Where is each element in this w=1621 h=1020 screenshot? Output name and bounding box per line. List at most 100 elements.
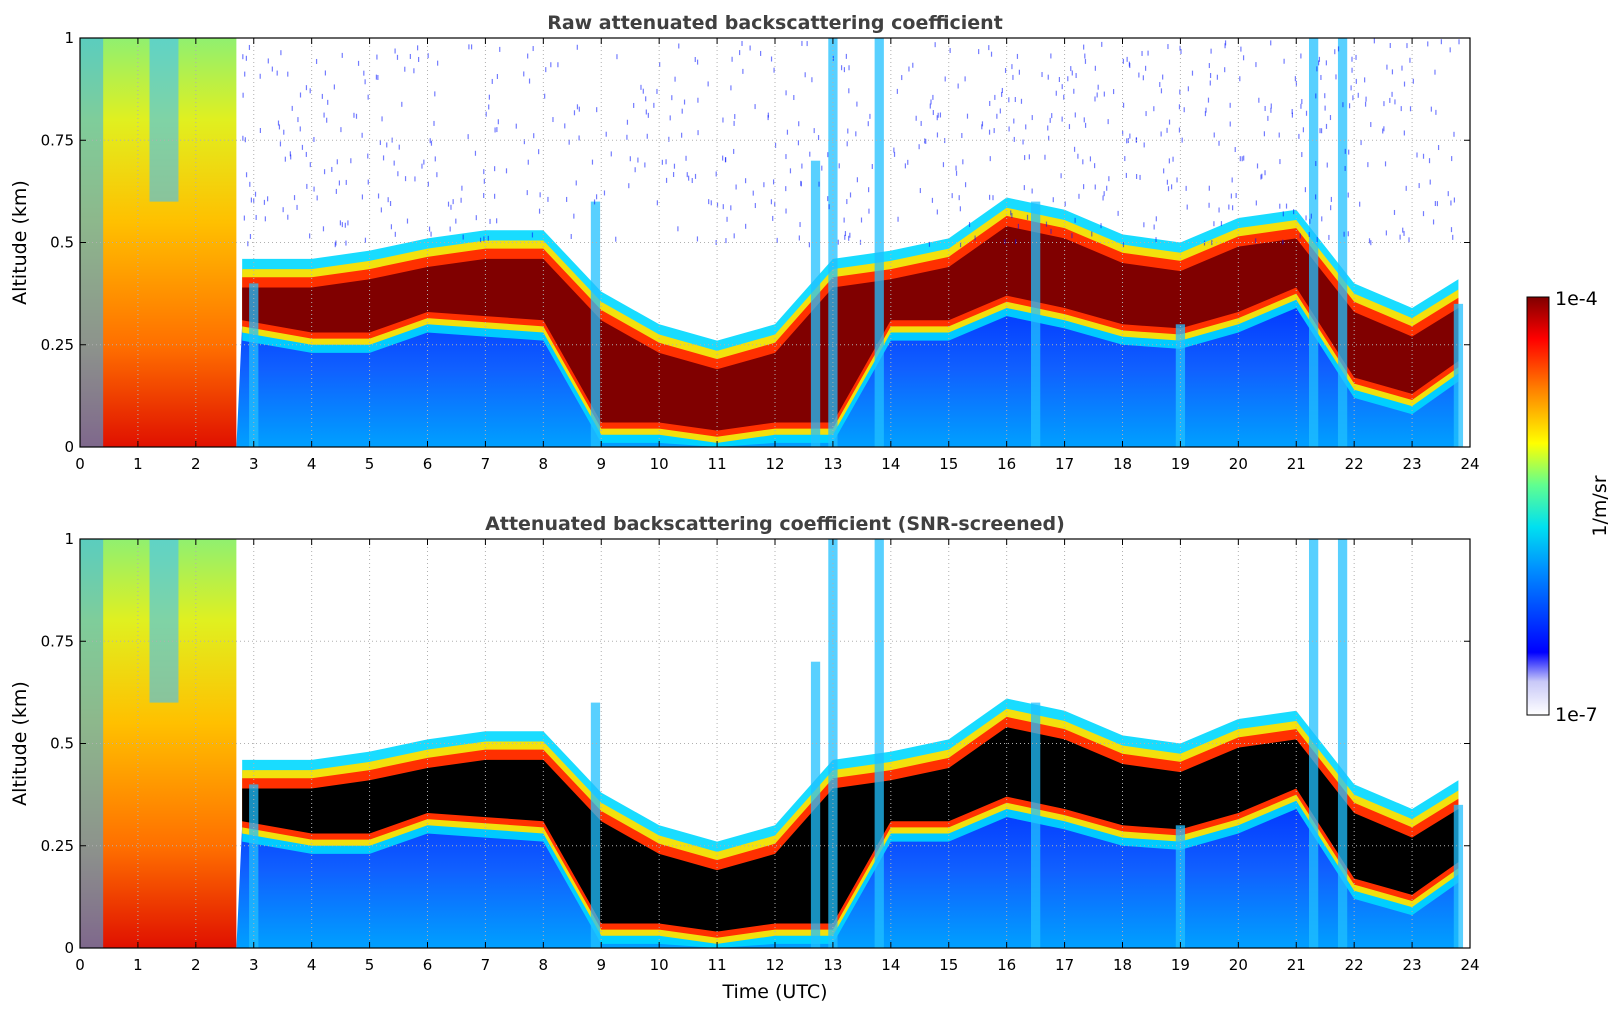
heatmap-noise: [1216, 74, 1218, 80]
heatmap-noise: [1018, 69, 1020, 75]
x-tick-label: 9: [596, 956, 606, 974]
heatmap-noise: [989, 100, 991, 106]
heatmap-noise: [628, 183, 630, 189]
heatmap-noise: [1242, 55, 1245, 61]
heatmap-noise: [1449, 47, 1451, 53]
heatmap-noise: [1430, 106, 1432, 112]
heatmap-noise: [837, 239, 839, 245]
heatmap-noise: [767, 115, 769, 121]
x-tick-label: 24: [1460, 455, 1479, 473]
heatmap-noise: [1385, 230, 1387, 236]
heatmap-column: [810, 661, 821, 948]
heatmap-noise: [430, 140, 433, 146]
heatmap-noise: [1373, 38, 1375, 44]
heatmap-noise: [1295, 80, 1297, 86]
x-tick-label: 21: [1287, 455, 1306, 473]
heatmap-column: [1453, 804, 1464, 948]
heatmap-noise: [245, 55, 247, 61]
heatmap-noise: [1235, 193, 1237, 199]
heatmap-noise: [1083, 184, 1085, 190]
heatmap-noise: [428, 226, 431, 232]
heatmap-noise: [505, 168, 508, 174]
heatmap-noise: [1094, 184, 1096, 190]
heatmap-noise: [1364, 101, 1367, 107]
heatmap-noise: [645, 96, 647, 102]
heatmap-noise: [846, 199, 848, 205]
heatmap-noise: [323, 112, 325, 118]
heatmap-noise: [1264, 170, 1266, 176]
x-tick-label: 15: [939, 455, 958, 473]
heatmap-noise: [242, 92, 244, 98]
heatmap-noise: [380, 207, 382, 213]
heatmap-noise: [335, 188, 337, 194]
heatmap-noise: [968, 221, 971, 227]
y-tick-label: 0.75: [41, 632, 74, 650]
heatmap-noise: [1084, 122, 1087, 128]
heatmap-noise: [271, 66, 273, 72]
heatmap-noise: [345, 240, 347, 246]
heatmap-noise: [467, 134, 469, 140]
x-tick-label: 16: [997, 956, 1016, 974]
heatmap-noise: [1326, 162, 1328, 168]
heatmap-noise: [1434, 201, 1436, 207]
heatmap-noise: [335, 240, 337, 246]
heatmap-noise: [1386, 64, 1388, 70]
panel-2: Attenuated backscattering coefficient (S…: [9, 513, 1480, 1003]
heatmap-noise: [267, 196, 269, 202]
heatmap-noise: [844, 234, 846, 240]
heatmap-noise: [1004, 239, 1006, 245]
heatmap-noise: [1015, 239, 1017, 245]
heatmap-noise: [1041, 72, 1043, 78]
heatmap-noise: [568, 139, 570, 145]
heatmap-noise: [1330, 205, 1332, 211]
heatmap-noise: [485, 111, 487, 117]
heatmap-noise: [1348, 103, 1351, 109]
heatmap-noise: [483, 236, 485, 242]
heatmap-noise: [1117, 210, 1119, 216]
heatmap-noise: [722, 204, 724, 210]
heatmap-noise: [908, 66, 910, 72]
heatmap-noise: [944, 76, 946, 82]
heatmap-noise: [340, 127, 342, 133]
heatmap-noise: [570, 234, 572, 240]
heatmap-noise: [1416, 152, 1418, 158]
heatmap-noise: [347, 220, 349, 226]
heatmap-noise: [893, 151, 896, 157]
heatmap-column: [1175, 825, 1186, 948]
heatmap-noise: [710, 200, 712, 206]
heatmap-noise: [455, 218, 457, 224]
x-tick-label: 18: [1113, 455, 1132, 473]
heatmap-noise: [254, 191, 257, 197]
heatmap-noise: [1283, 58, 1285, 64]
heatmap-noise: [1267, 115, 1269, 121]
heatmap-noise: [1050, 53, 1052, 59]
heatmap-noise: [942, 162, 945, 168]
heatmap-noise: [1144, 65, 1147, 71]
heatmap-noise: [1347, 192, 1349, 198]
y-tick-label: 0: [64, 438, 74, 456]
heatmap-noise: [1124, 156, 1126, 162]
heatmap-column: [1308, 38, 1319, 447]
heatmap-noise: [929, 103, 931, 109]
heatmap-noise: [357, 60, 360, 66]
heatmap-noise: [526, 190, 528, 196]
heatmap-noise: [573, 213, 575, 219]
heatmap-noise: [1255, 62, 1257, 68]
heatmap-noise: [1155, 216, 1157, 222]
heatmap-noise: [1089, 156, 1092, 162]
heatmap-noise: [1389, 97, 1391, 103]
heatmap-noise: [291, 105, 293, 111]
heatmap-noise: [901, 75, 903, 81]
heatmap-noise: [1139, 174, 1141, 180]
heatmap-noise: [361, 194, 364, 200]
heatmap-noise: [871, 164, 873, 170]
heatmap-noise: [772, 179, 775, 185]
x-tick-label: 19: [1171, 455, 1190, 473]
heatmap-noise: [1278, 132, 1280, 138]
heatmap-noise: [1163, 168, 1165, 174]
heatmap-noise: [1367, 162, 1369, 168]
x-tick-label: 7: [481, 956, 491, 974]
heatmap-noise: [595, 194, 598, 200]
heatmap-noise: [1406, 43, 1408, 49]
heatmap-noise: [1047, 125, 1049, 131]
